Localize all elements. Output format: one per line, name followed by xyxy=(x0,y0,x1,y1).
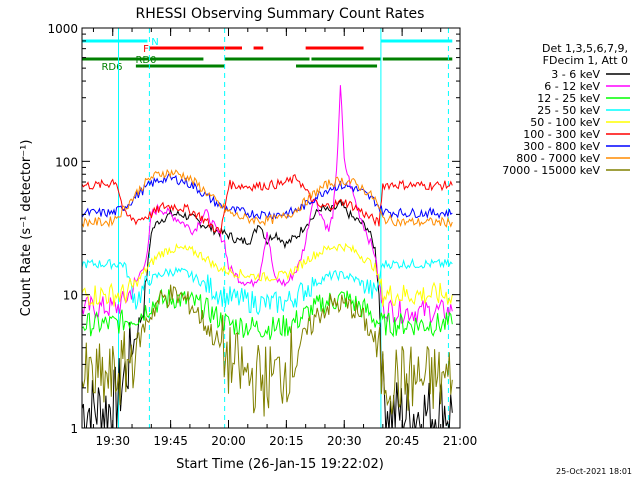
timestamp: 25-Oct-2021 18:01 xyxy=(556,467,632,476)
legend-entry-label: 3 - 6 keV xyxy=(551,68,600,81)
legend-entry-label: 25 - 50 keV xyxy=(537,104,600,117)
flag-label: F xyxy=(143,44,149,55)
series-line xyxy=(82,168,453,228)
series-line xyxy=(82,173,453,235)
x-tick-label: 20:15 xyxy=(269,434,304,448)
series-line xyxy=(82,284,453,417)
series-line xyxy=(82,288,453,340)
x-tick-label: 20:30 xyxy=(327,434,362,448)
chart-title: RHESSI Observing Summary Count Rates xyxy=(136,6,425,22)
plot-frame xyxy=(81,27,461,429)
y-tick-label: 10 xyxy=(63,289,78,303)
legend-entry-label: 6 - 12 keV xyxy=(544,80,600,93)
legend-header-line: Det 1,3,5,6,7,9, xyxy=(542,42,628,55)
legend-entry-label: 12 - 25 keV xyxy=(537,92,600,105)
x-tick-label: 20:00 xyxy=(211,434,246,448)
x-tick-label: 19:45 xyxy=(153,434,188,448)
series-lines xyxy=(82,85,453,428)
y-tick-label: 100 xyxy=(55,155,78,169)
legend: Det 1,3,5,6,7,9,FDecim 1, Att 03 - 6 keV… xyxy=(502,42,630,177)
y-tick-label: 1000 xyxy=(47,22,78,36)
y-axis-label: Count Rate (s⁻¹ detector⁻¹) xyxy=(19,140,34,317)
y-tick-label: 1 xyxy=(70,422,78,436)
x-tick-label: 21:00 xyxy=(443,434,478,448)
flag-label: RD0 xyxy=(135,55,156,66)
x-tick-label: 20:45 xyxy=(385,434,420,448)
axes: 19:30 19:45 20:00 20:15 20:30 20:45 21:00 1 10 10… xyxy=(47,22,477,448)
legend-entry-label: 100 - 300 keV xyxy=(523,128,600,141)
legend-entry-label: 300 - 800 keV xyxy=(523,140,600,153)
series-line xyxy=(82,257,453,316)
x-axis-label: Start Time (26-Jan-15 19:22:02) xyxy=(176,457,384,472)
flag-label: N xyxy=(151,37,158,48)
legend-entry-label: 7000 - 15000 keV xyxy=(502,164,600,177)
legend-header-line: FDecim 1, Att 0 xyxy=(543,54,628,67)
legend-entry-label: 50 - 100 keV xyxy=(530,116,600,129)
x-tick-label: 19:30 xyxy=(95,434,130,448)
series-line xyxy=(82,242,453,307)
legend-entry-label: 800 - 7000 keV xyxy=(516,152,600,165)
flag-label: RD6 xyxy=(101,62,122,73)
